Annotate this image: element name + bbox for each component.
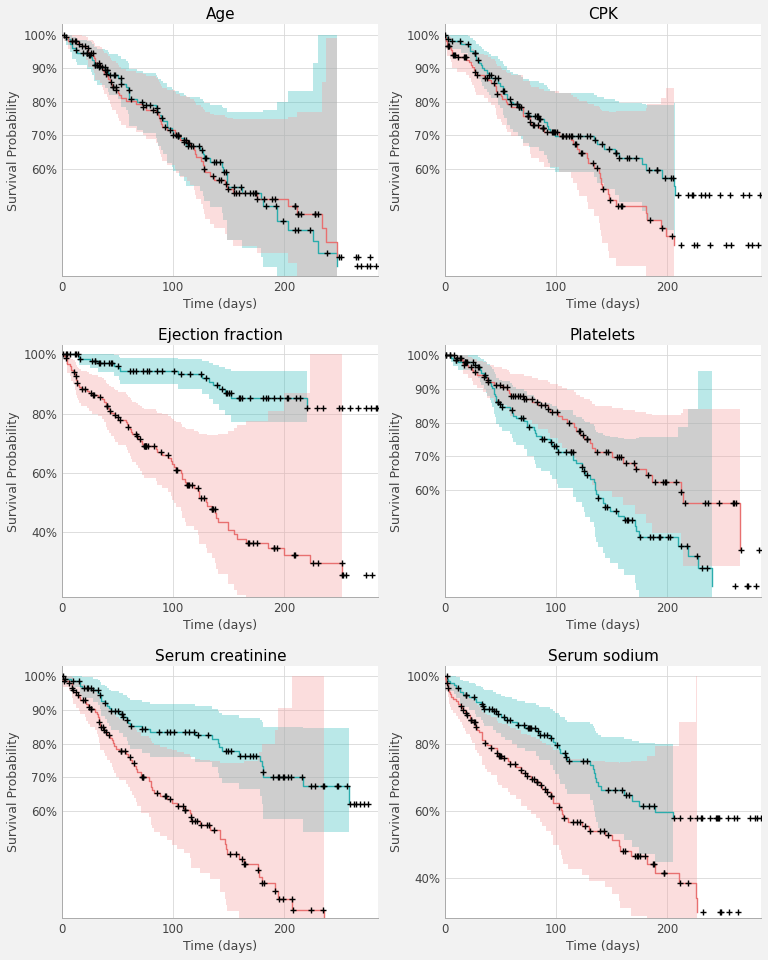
Title: Serum creatinine: Serum creatinine xyxy=(154,649,286,663)
Title: Platelets: Platelets xyxy=(570,328,636,343)
Title: Age: Age xyxy=(206,7,235,22)
X-axis label: Time (days): Time (days) xyxy=(566,940,640,953)
Y-axis label: Survival Probability: Survival Probability xyxy=(7,411,20,532)
X-axis label: Time (days): Time (days) xyxy=(566,299,640,311)
Y-axis label: Survival Probability: Survival Probability xyxy=(389,90,402,210)
Title: Ejection fraction: Ejection fraction xyxy=(158,328,283,343)
X-axis label: Time (days): Time (days) xyxy=(566,619,640,632)
Y-axis label: Survival Probability: Survival Probability xyxy=(389,732,402,852)
Title: Serum sodium: Serum sodium xyxy=(548,649,658,663)
X-axis label: Time (days): Time (days) xyxy=(184,940,257,953)
Y-axis label: Survival Probability: Survival Probability xyxy=(7,90,20,210)
Y-axis label: Survival Probability: Survival Probability xyxy=(389,411,402,532)
X-axis label: Time (days): Time (days) xyxy=(184,299,257,311)
Y-axis label: Survival Probability: Survival Probability xyxy=(7,732,20,852)
Title: CPK: CPK xyxy=(588,7,618,22)
X-axis label: Time (days): Time (days) xyxy=(184,619,257,632)
